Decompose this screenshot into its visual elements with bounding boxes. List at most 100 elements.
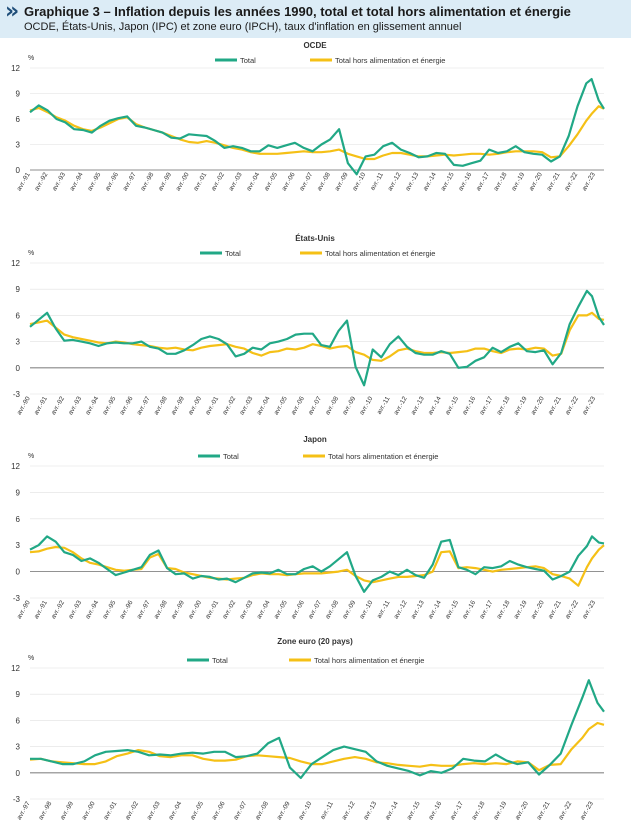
legend-total-label: Total <box>240 56 256 65</box>
x-tick-label: avr.-98 <box>153 599 169 620</box>
x-tick-label: avr.-20 <box>528 171 544 192</box>
x-tick-label: avr.-02 <box>221 599 237 620</box>
x-tick-label: avr.-14 <box>427 599 443 620</box>
x-tick-label: avr.-95 <box>86 171 102 192</box>
x-tick-label: avr.-15 <box>444 599 460 620</box>
x-tick-label: avr.-09 <box>341 599 357 620</box>
x-tick-label: avr.-08 <box>254 800 270 821</box>
chart-panel-us: États-Unis% Total Total hors alimentation … <box>11 234 605 416</box>
x-tick-label: avr.-09 <box>276 800 292 821</box>
x-tick-label: avr.-06 <box>211 800 227 821</box>
x-tick-label: avr.-19 <box>513 599 529 620</box>
y-tick-label: 3 <box>16 743 21 752</box>
x-tick-label: avr.-23 <box>581 599 597 620</box>
y-tick-label: 3 <box>16 541 21 550</box>
y-tick-label: 9 <box>16 488 21 497</box>
y-tick-label: -3 <box>13 594 21 603</box>
x-tick-label: avr.-08 <box>324 395 340 416</box>
x-tick-label: avr.-21 <box>547 395 563 416</box>
series-line-core <box>29 544 605 587</box>
panel-title: Zone euro (20 pays) <box>277 637 353 646</box>
x-tick-label: avr.-04 <box>256 599 272 620</box>
panel-title: OCDE <box>303 41 327 50</box>
x-tick-label: avr.-91 <box>33 599 49 620</box>
legend-core-label: Total hors alimentation et énergie <box>314 656 424 665</box>
y-tick-label: -3 <box>13 795 21 804</box>
chart-panel-japan: Japon% Total Total hors alimentation et én… <box>11 435 605 620</box>
x-tick-label: avr.-05 <box>189 800 205 821</box>
x-tick-label: avr.-99 <box>170 599 186 620</box>
y-tick-label: 12 <box>11 462 20 471</box>
series-line-core <box>29 721 605 772</box>
x-tick-label: avr.-99 <box>59 800 75 821</box>
y-tick-label: -3 <box>13 390 21 399</box>
x-tick-label: avr.-98 <box>37 800 53 821</box>
x-tick-label: avr.-14 <box>427 395 443 416</box>
x-tick-label: avr.-12 <box>393 395 409 416</box>
x-tick-label: avr.-92 <box>33 171 49 192</box>
x-tick-label: avr.-20 <box>530 395 546 416</box>
x-tick-label: avr.-96 <box>119 395 135 416</box>
x-tick-label: avr.-08 <box>324 599 340 620</box>
x-tick-label: avr.-20 <box>530 599 546 620</box>
x-tick-label: avr.-93 <box>67 599 83 620</box>
x-tick-label: avr.-19 <box>492 800 508 821</box>
x-tick-label: avr.-06 <box>290 599 306 620</box>
x-tick-label: avr.-22 <box>564 599 580 620</box>
x-tick-label: avr.-04 <box>256 395 272 416</box>
x-tick-label: avr.-01 <box>102 800 118 821</box>
x-tick-label: avr.-95 <box>101 599 117 620</box>
y-tick-label: 3 <box>16 338 21 347</box>
x-tick-label: avr.-98 <box>153 395 169 416</box>
y-tick-label: 6 <box>16 515 21 524</box>
x-tick-label: avr.-03 <box>146 800 162 821</box>
x-tick-label: avr.-13 <box>362 800 378 821</box>
x-tick-label: avr.-05 <box>273 599 289 620</box>
x-tick-label: avr.-07 <box>307 395 323 416</box>
header-banner: » Graphique 3 – Inflation depuis les ann… <box>0 0 631 38</box>
x-tick-label: avr.-98 <box>139 171 155 192</box>
x-tick-label: avr.-05 <box>273 395 289 416</box>
series-line-total <box>29 289 605 387</box>
y-tick-label: 0 <box>16 568 21 577</box>
x-tick-label: avr.-07 <box>307 599 323 620</box>
legend-core-label: Total hors alimentation et énergie <box>335 56 445 65</box>
unit-label: % <box>28 453 34 460</box>
x-tick-label: avr.-23 <box>581 395 597 416</box>
panel-title: Japon <box>303 435 327 444</box>
x-tick-label: avr.-10 <box>351 171 367 192</box>
x-tick-label: avr.-13 <box>404 171 420 192</box>
x-tick-label: avr.-03 <box>238 599 254 620</box>
legend-core-label: Total hors alimentation et énergie <box>325 249 435 258</box>
figure-title: Graphique 3 – Inflation depuis les année… <box>24 4 571 19</box>
x-tick-label: avr.-93 <box>51 171 67 192</box>
x-tick-label: avr.-23 <box>581 171 597 192</box>
x-tick-label: avr.-06 <box>290 395 306 416</box>
y-tick-label: 12 <box>11 64 20 73</box>
series-line-core <box>29 105 605 161</box>
x-tick-label: avr.-14 <box>384 800 400 821</box>
x-tick-label: avr.-02 <box>210 171 226 192</box>
y-tick-label: 6 <box>16 311 21 320</box>
x-tick-label: avr.-23 <box>579 800 595 821</box>
x-tick-label: avr.-92 <box>50 599 66 620</box>
x-tick-label: avr.-19 <box>510 171 526 192</box>
x-tick-label: avr.-22 <box>564 395 580 416</box>
x-tick-label: avr.-21 <box>547 599 563 620</box>
y-tick-label: 6 <box>16 716 21 725</box>
unit-label: % <box>28 55 34 62</box>
y-tick-label: 0 <box>16 769 21 778</box>
x-tick-label: avr.-03 <box>228 171 244 192</box>
x-tick-label: avr.-99 <box>170 395 186 416</box>
x-tick-label: avr.-00 <box>187 395 203 416</box>
y-tick-label: 6 <box>16 115 21 124</box>
x-tick-label: avr.-12 <box>393 599 409 620</box>
x-tick-label: avr.-92 <box>50 395 66 416</box>
x-tick-label: avr.-97 <box>136 395 152 416</box>
x-tick-label: avr.-22 <box>563 171 579 192</box>
x-tick-label: avr.-00 <box>187 599 203 620</box>
x-tick-label: avr.-91 <box>33 395 49 416</box>
x-tick-label: avr.-13 <box>410 395 426 416</box>
x-tick-label: avr.-07 <box>232 800 248 821</box>
x-tick-label: avr.-22 <box>557 800 573 821</box>
